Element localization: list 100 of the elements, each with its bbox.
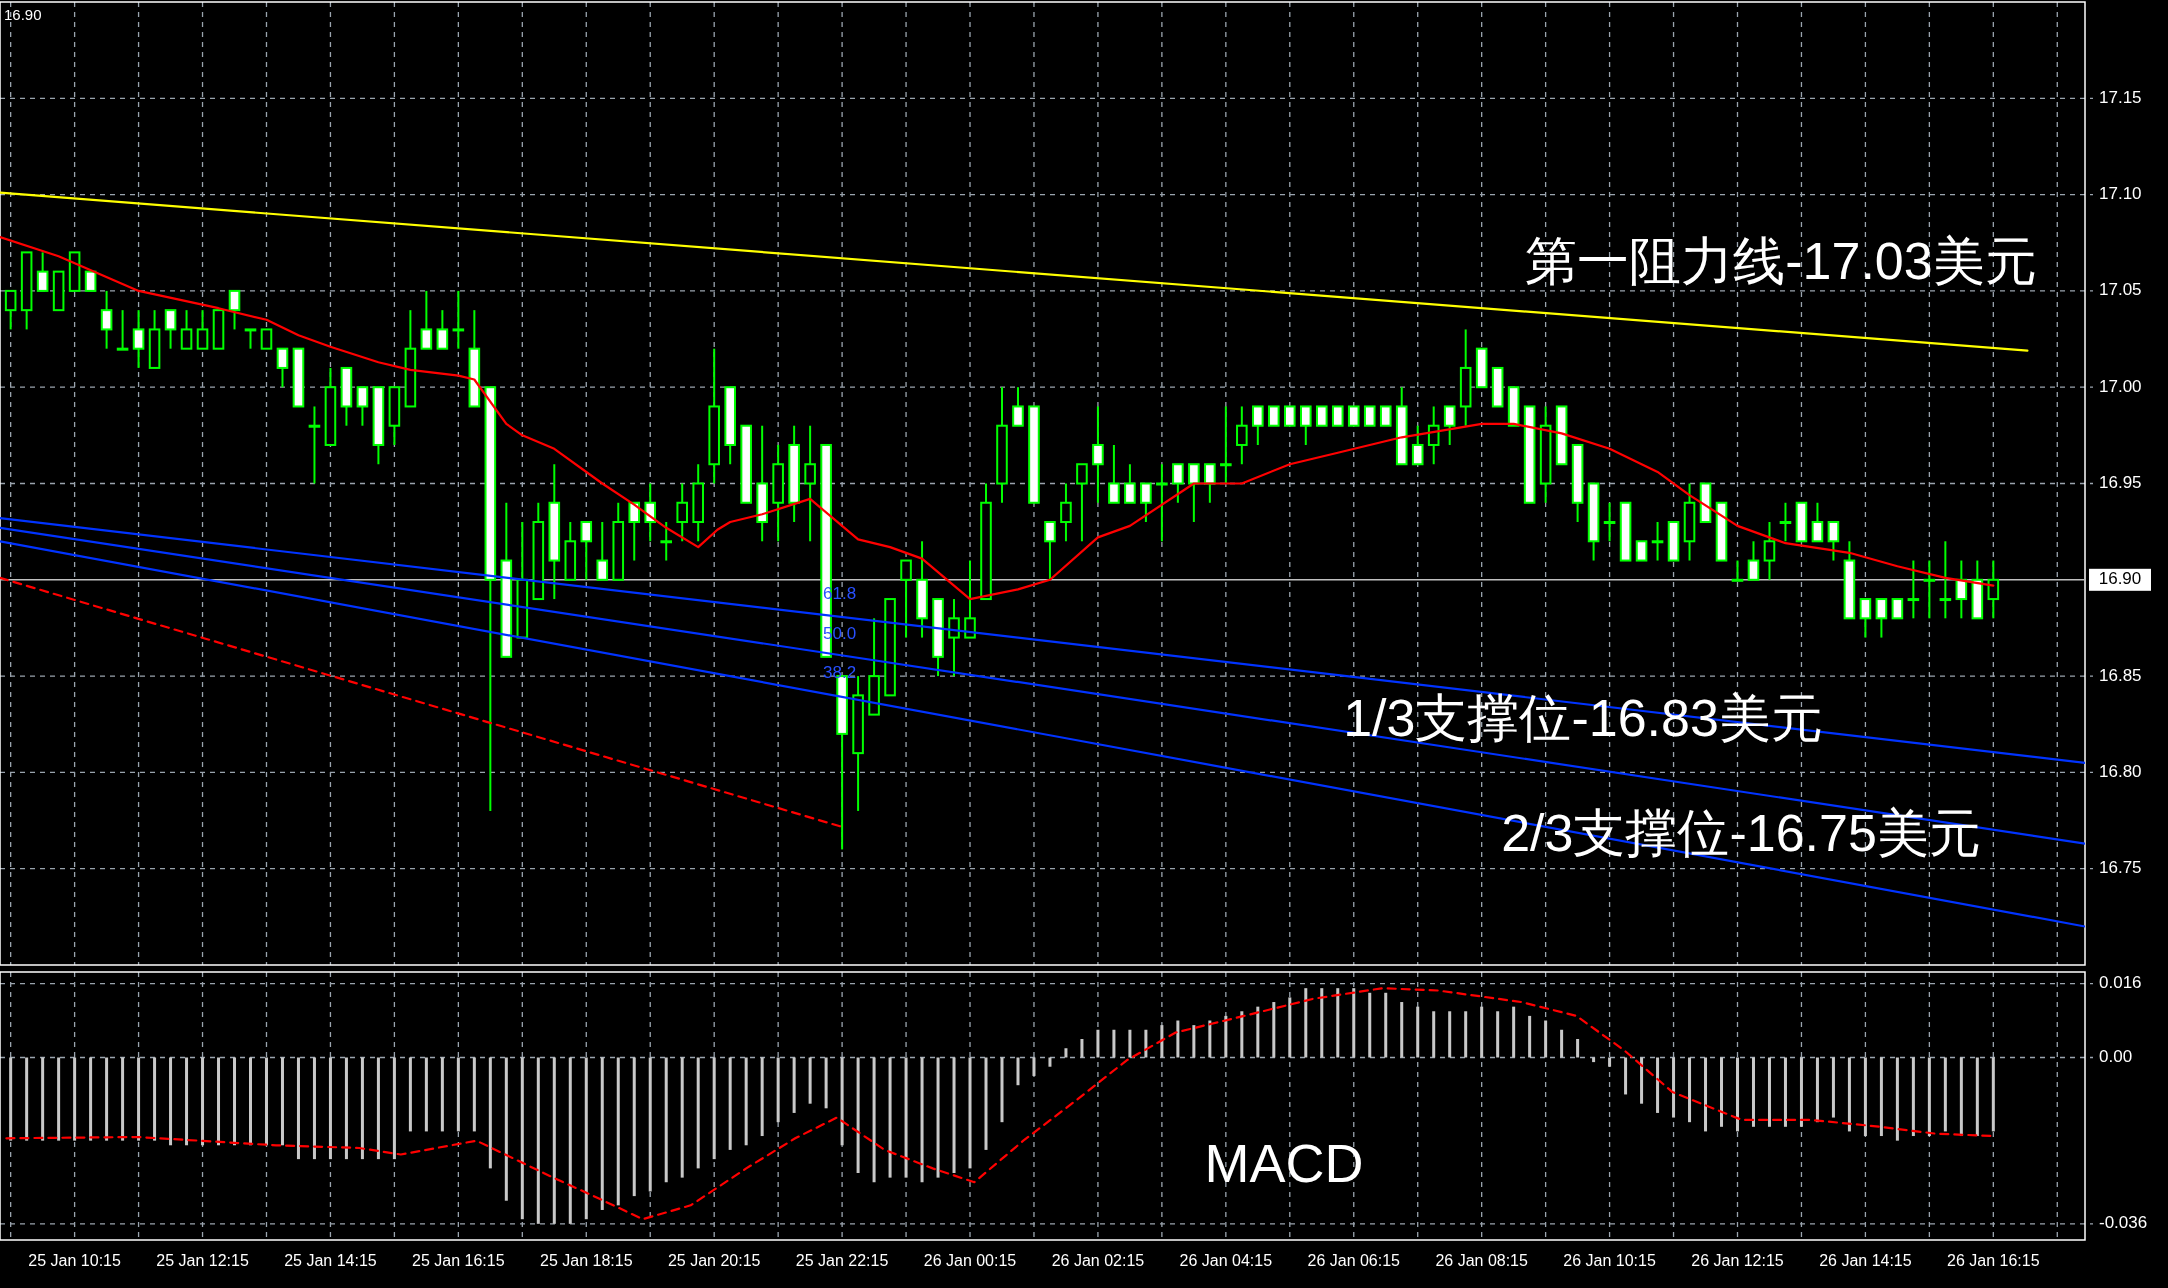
x-tick-label: 26 Jan 00:15	[923, 1252, 1017, 1270]
bar	[472, 1057, 476, 1132]
bar	[792, 1057, 796, 1113]
bar	[648, 1057, 652, 1192]
bar	[1320, 988, 1324, 1058]
bar	[1304, 988, 1308, 1058]
bar	[1959, 1057, 1963, 1137]
bar	[808, 1057, 812, 1104]
bar	[1544, 1020, 1548, 1058]
bar	[1863, 1057, 1867, 1137]
bar	[1336, 988, 1340, 1058]
bar	[1512, 1006, 1516, 1058]
bar	[1112, 1029, 1116, 1058]
bar	[696, 1057, 700, 1169]
bar	[632, 1057, 636, 1197]
y-tick-label: 17.10	[2099, 184, 2142, 204]
bar	[89, 1057, 93, 1141]
y-tick-label: 17.15	[2099, 87, 2142, 107]
bar	[1160, 1025, 1164, 1058]
bar	[1224, 1015, 1228, 1058]
bar	[1208, 1020, 1212, 1058]
bar	[344, 1057, 348, 1160]
bar	[1096, 1029, 1100, 1058]
bar	[1927, 1057, 1931, 1137]
bar	[1448, 1011, 1452, 1058]
x-tick-label: 26 Jan 14:15	[1819, 1252, 1912, 1270]
bar	[264, 1057, 268, 1146]
bar	[456, 1057, 460, 1132]
bar	[1736, 1057, 1739, 1132]
bar	[105, 1057, 109, 1141]
bar	[1879, 1057, 1883, 1137]
bar	[712, 1057, 716, 1160]
bar	[233, 1057, 237, 1146]
bar	[760, 1057, 764, 1137]
ref-line-label: 16.90	[2098, 569, 2142, 589]
annotation: 16.90	[4, 5, 42, 23]
bar	[840, 1057, 844, 1146]
x-tick-label: 26 Jan 12:15	[1691, 1252, 1784, 1270]
bar	[1016, 1057, 1020, 1086]
y-tick-label: 0.00	[2099, 1046, 2133, 1066]
bar	[1656, 1057, 1660, 1113]
x-tick-label: 25 Jan 18:15	[540, 1252, 633, 1270]
bar	[520, 1057, 524, 1220]
bar	[1576, 1039, 1580, 1058]
bar	[616, 1057, 620, 1206]
bar	[1480, 1006, 1484, 1058]
bar	[185, 1057, 189, 1146]
bar	[296, 1057, 300, 1160]
bar	[249, 1057, 252, 1146]
bar	[57, 1057, 61, 1141]
bar	[25, 1057, 29, 1141]
annotation: 38.2	[823, 663, 857, 683]
bar	[41, 1057, 45, 1141]
bar	[328, 1057, 332, 1160]
bar	[201, 1057, 205, 1146]
x-tick-label: 25 Jan 10:15	[28, 1252, 121, 1270]
x-tick-label: 25 Jan 20:15	[667, 1252, 761, 1270]
bar	[936, 1057, 940, 1178]
bar	[552, 1057, 556, 1224]
y-tick-label: 16.80	[2099, 761, 2142, 781]
bar	[744, 1057, 748, 1146]
annotation: MACD	[1204, 1133, 1364, 1194]
y-tick-label: 16.85	[2099, 665, 2142, 685]
x-tick-label: 26 Jan 02:15	[1051, 1252, 1145, 1270]
bar	[1704, 1057, 1708, 1132]
x-tick-label: 26 Jan 06:15	[1307, 1252, 1401, 1270]
bar	[536, 1057, 540, 1224]
bar	[776, 1057, 780, 1123]
bar	[1496, 1011, 1500, 1058]
bar	[1751, 1057, 1755, 1127]
bar	[1560, 1029, 1564, 1058]
x-tick-label: 26 Jan 04:15	[1179, 1252, 1273, 1270]
bar	[904, 1057, 908, 1178]
bar	[1176, 1020, 1180, 1058]
bar	[1895, 1057, 1899, 1141]
bar	[169, 1057, 173, 1146]
bar	[664, 1057, 668, 1183]
bar	[888, 1057, 892, 1178]
bar	[217, 1057, 221, 1146]
bar	[440, 1057, 444, 1132]
bar	[1192, 1025, 1196, 1058]
bar	[1432, 1011, 1436, 1058]
bar	[280, 1057, 284, 1146]
bar	[121, 1057, 125, 1141]
bar	[1831, 1057, 1835, 1118]
bar	[1352, 988, 1356, 1058]
bar	[1672, 1057, 1676, 1118]
bar	[856, 1057, 860, 1173]
bar	[600, 1057, 604, 1210]
y-tick-label: 16.75	[2099, 858, 2142, 878]
bar	[1943, 1057, 1947, 1132]
bar	[1640, 1057, 1644, 1104]
bar	[1368, 992, 1372, 1058]
bar	[1975, 1057, 1979, 1137]
bar	[952, 1057, 956, 1173]
bar	[312, 1057, 316, 1160]
bar	[1400, 1002, 1404, 1058]
bar	[1128, 1029, 1132, 1058]
bar	[1911, 1057, 1915, 1137]
bar	[408, 1057, 412, 1132]
